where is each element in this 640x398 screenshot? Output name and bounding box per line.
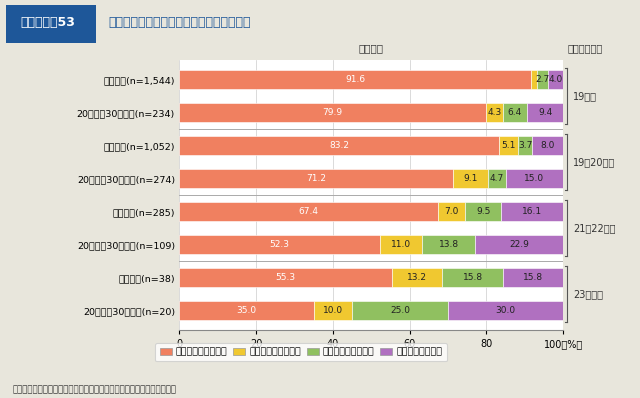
Text: 83.2: 83.2: [329, 141, 349, 150]
Text: 6.4: 6.4: [508, 108, 522, 117]
Bar: [380, 236, 422, 254]
Text: 資料：内閣府「食育の現状と意識に関する調査」（平成２１年１２月）: 資料：内閣府「食育の現状と意識に関する調査」（平成２１年１２月）: [13, 385, 177, 394]
Text: 9.1: 9.1: [463, 174, 477, 183]
Text: 「夕食開始時間」と「朝食摂取」との関係: 「夕食開始時間」と「朝食摂取」との関係: [109, 16, 252, 29]
Bar: [179, 170, 452, 187]
Bar: [531, 70, 538, 89]
Bar: [503, 269, 564, 287]
Bar: [501, 203, 563, 220]
Text: 4.7: 4.7: [490, 174, 504, 183]
Text: 15.8: 15.8: [463, 273, 483, 282]
Bar: [179, 70, 531, 89]
Bar: [452, 170, 488, 187]
Text: 22.9: 22.9: [509, 240, 529, 249]
Text: 15.0: 15.0: [524, 174, 545, 183]
Text: 13.8: 13.8: [438, 240, 459, 249]
Bar: [442, 269, 503, 287]
Bar: [538, 70, 548, 89]
Text: 19時前: 19時前: [573, 91, 596, 101]
Bar: [179, 103, 486, 121]
Bar: [527, 103, 563, 121]
Bar: [506, 170, 563, 187]
Text: 朝食摂取: 朝食摂取: [358, 43, 384, 53]
Bar: [532, 137, 563, 154]
FancyBboxPatch shape: [6, 5, 96, 43]
Bar: [448, 301, 563, 320]
Text: 2.7: 2.7: [536, 75, 550, 84]
Text: 91.6: 91.6: [345, 75, 365, 84]
Text: 10.0: 10.0: [323, 306, 343, 315]
Text: 4.3: 4.3: [487, 108, 501, 117]
Bar: [499, 137, 518, 154]
Text: 21～22時台: 21～22時台: [573, 223, 615, 233]
Bar: [548, 70, 563, 89]
Text: 7.0: 7.0: [444, 207, 459, 216]
Text: 4.0: 4.0: [548, 75, 563, 84]
Text: 67.4: 67.4: [299, 207, 319, 216]
Text: 11.0: 11.0: [391, 240, 412, 249]
Text: 52.3: 52.3: [269, 240, 290, 249]
Bar: [179, 137, 499, 154]
Bar: [179, 269, 392, 287]
Bar: [438, 203, 465, 220]
Text: 71.2: 71.2: [306, 174, 326, 183]
Text: 図表・・し53: 図表・・し53: [20, 16, 76, 29]
Bar: [179, 236, 380, 254]
Text: 30.0: 30.0: [495, 306, 516, 315]
Bar: [179, 203, 438, 220]
Text: 9.5: 9.5: [476, 207, 490, 216]
Text: 8.0: 8.0: [541, 141, 555, 150]
Text: 23時以降: 23時以降: [573, 289, 603, 299]
Bar: [392, 269, 442, 287]
Bar: [502, 103, 527, 121]
Bar: [518, 137, 532, 154]
Text: 35.0: 35.0: [236, 306, 257, 315]
Bar: [422, 236, 476, 254]
Text: 79.9: 79.9: [323, 108, 342, 117]
Bar: [465, 203, 501, 220]
Text: 16.1: 16.1: [522, 207, 542, 216]
Bar: [488, 170, 506, 187]
Legend: ほとんど毎日食べる, 週に４～５日食べる, 週に２～３日食べる, ほとんど食べない: ほとんど毎日食べる, 週に４～５日食べる, 週に２～３日食べる, ほとんど食べな…: [155, 343, 447, 361]
Bar: [352, 301, 448, 320]
Text: 13.2: 13.2: [407, 273, 427, 282]
Bar: [476, 236, 563, 254]
Text: 25.0: 25.0: [390, 306, 410, 315]
Text: 15.8: 15.8: [523, 273, 543, 282]
Text: 5.1: 5.1: [501, 141, 516, 150]
Text: 3.7: 3.7: [518, 141, 532, 150]
Text: 19～20時台: 19～20時台: [573, 157, 615, 167]
Bar: [314, 301, 352, 320]
Text: 9.4: 9.4: [538, 108, 552, 117]
Bar: [486, 103, 502, 121]
Text: 55.3: 55.3: [275, 273, 296, 282]
Bar: [179, 301, 314, 320]
Text: 夕食開始時間: 夕食開始時間: [567, 43, 602, 53]
